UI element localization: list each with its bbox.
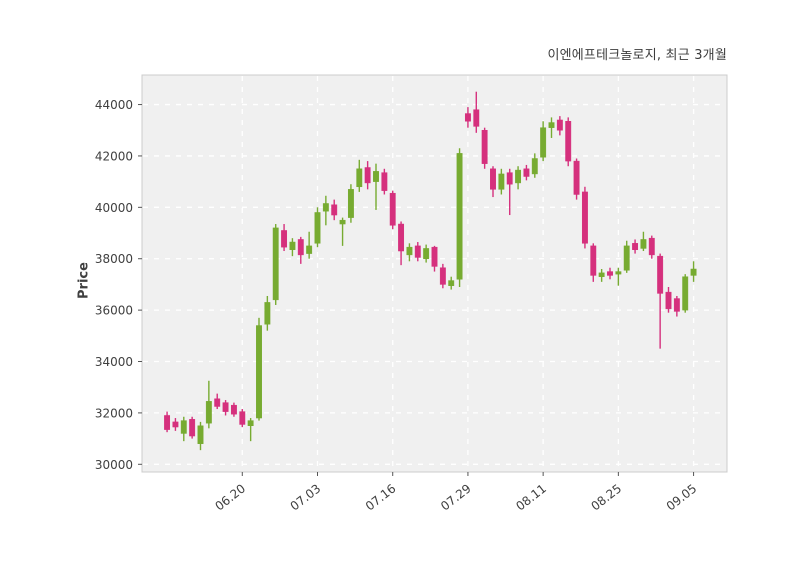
candle-body-up (406, 246, 413, 256)
candle-body-down (414, 245, 421, 258)
y-tick-label: 36000 (95, 304, 133, 318)
x-tick-label: 09.05 (664, 481, 700, 513)
candle-body-down (439, 267, 446, 285)
candle-body-down (665, 291, 672, 310)
candle-body-down (657, 255, 664, 294)
candle-body-down (230, 404, 237, 415)
candle-body-down (556, 119, 563, 131)
y-tick-label: 38000 (95, 252, 133, 266)
candle-body-down (331, 204, 338, 216)
candle-body-up (615, 271, 622, 275)
candle-body-up (456, 153, 463, 280)
candle-body-down (607, 271, 613, 276)
x-tick-label: 07.29 (438, 481, 474, 513)
candle-body-up (515, 169, 522, 184)
candle-body-up (347, 189, 354, 218)
candle-body-up (423, 248, 430, 259)
candle-body-down (573, 160, 580, 195)
y-tick-label: 34000 (95, 355, 133, 369)
candle-body-down (506, 172, 513, 185)
candle-body-down (490, 168, 496, 190)
x-tick-label: 08.25 (589, 481, 625, 513)
x-tick-label: 06.20 (212, 481, 248, 513)
candle-body-up (498, 173, 505, 190)
candle-body-up (356, 168, 363, 188)
candle-body-up (247, 420, 254, 426)
candle-body-down (673, 298, 680, 312)
candle-body-down (523, 168, 530, 177)
candle-body-up (373, 171, 379, 182)
candle-body-up (623, 245, 630, 271)
candle-body-down (239, 411, 246, 425)
x-tick-label: 07.16 (363, 481, 399, 513)
candle-body-down (222, 402, 229, 412)
candle-body-up (180, 420, 187, 434)
candle-body-down (481, 129, 488, 164)
candle-body-up (272, 227, 279, 301)
plot-panel (141, 74, 728, 473)
candle-body-up (640, 239, 647, 249)
y-tick-label: 44000 (95, 98, 133, 112)
x-tick-label: 07.03 (288, 481, 324, 513)
candle-body-down (398, 223, 405, 252)
candle-body-up (598, 272, 605, 277)
y-tick-label: 30000 (95, 458, 133, 472)
candle-body-down (297, 239, 304, 256)
candle-body-up (197, 425, 204, 444)
candle-body-down (389, 192, 396, 226)
candle-body-up (205, 401, 212, 424)
candle-body-up (339, 219, 346, 225)
candle-body-down (381, 172, 388, 191)
candle-body-down (590, 245, 597, 276)
candle-body-up (682, 276, 689, 311)
candle-body-up (548, 122, 555, 128)
candle-body-down (172, 421, 179, 428)
chart-title: 이엔에프테크놀로지, 최근 3개월 (547, 48, 727, 63)
candle-body-up (256, 325, 262, 419)
x-tick-label: 08.11 (513, 481, 549, 513)
candle-body-up (264, 302, 271, 325)
candle-body-up (322, 203, 329, 212)
candle-body-down (464, 113, 471, 122)
candle-body-down (581, 191, 588, 244)
candle-body-up (690, 268, 697, 276)
candle-body-down (648, 237, 655, 256)
candle-body-down (364, 167, 371, 184)
y-tick-label: 42000 (95, 149, 133, 163)
candle-body-up (314, 212, 321, 244)
candle-body-down (214, 398, 221, 407)
candle-body-up (531, 158, 538, 175)
candle-body-down (431, 246, 438, 267)
candle-body-down (473, 109, 480, 127)
candle-body-down (565, 121, 572, 162)
y-tick-label: 32000 (95, 406, 133, 420)
candle-body-down (632, 243, 639, 250)
candle-body-up (540, 127, 547, 158)
candle-body-up (289, 241, 296, 250)
y-tick-label: 40000 (95, 201, 133, 215)
candle-body-up (448, 280, 455, 286)
candle-body-down (189, 419, 196, 437)
candle-body-down (164, 415, 171, 430)
y-axis-label: Price (76, 262, 92, 299)
candle-body-down (281, 230, 288, 248)
candle-body-up (306, 245, 313, 254)
